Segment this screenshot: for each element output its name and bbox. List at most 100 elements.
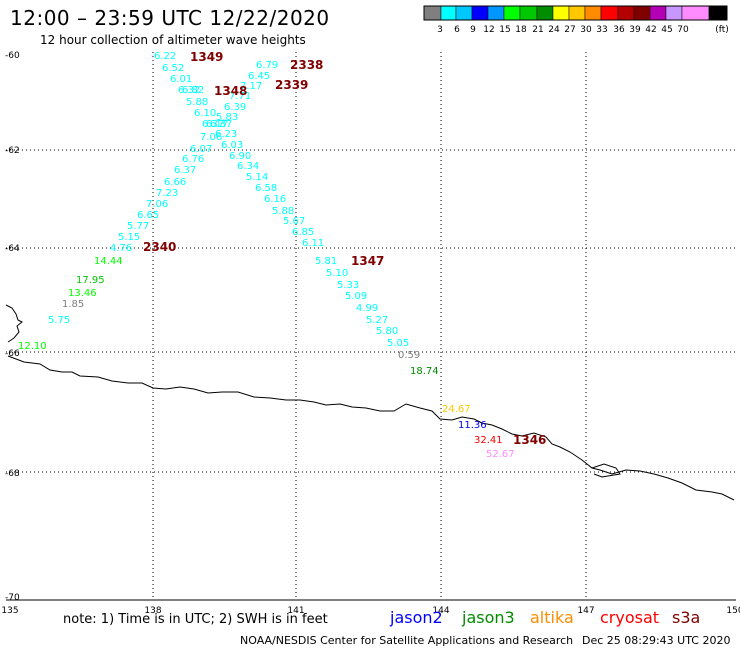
lat-label: -66 — [5, 349, 20, 359]
lon-label: 147 — [577, 606, 594, 616]
swh-observation: 6.52 — [162, 63, 184, 74]
lat-label: -68 — [5, 469, 20, 479]
swh-observation: 6.65 — [137, 210, 159, 221]
swh-observation: 7.23 — [156, 188, 178, 199]
swh-observation: 4.76 — [110, 243, 132, 254]
swh-observation: 7.06 — [200, 132, 222, 143]
swh-observation: 6.34 — [237, 161, 259, 172]
swh-observation: 7.06 — [146, 199, 168, 210]
swh-observation: 52.67 — [486, 449, 515, 460]
legend-swatch — [519, 5, 538, 21]
legend-label: 24 — [548, 25, 560, 35]
coastline-segment — [7, 355, 735, 501]
swh-observation: 7.17 — [240, 81, 262, 92]
swh-observation: 6.90 — [229, 151, 251, 162]
lat-label: -64 — [5, 244, 20, 254]
mission-label-jason3: jason3 — [462, 608, 515, 627]
swh-observation: 1.85 — [62, 299, 84, 310]
swh-observation: 5.75 — [48, 315, 70, 326]
legend-label: 12 — [483, 25, 494, 35]
swh-observation: 14.44 — [94, 256, 123, 267]
lon-label: 141 — [287, 606, 304, 616]
pass-time-labels: 1349 1348 2338 2339 2340 1347 1346 — [143, 50, 546, 447]
credit-line: NOAA/NESDIS Center for Satellite Applica… — [240, 634, 574, 647]
lat-label: -62 — [5, 146, 20, 156]
swh-observation: 6.66 — [164, 177, 186, 188]
mission-label-altika: altika — [530, 608, 574, 627]
swh-observation: 5.15 — [118, 232, 140, 243]
swh-observation: 11.36 — [458, 420, 487, 431]
swh-observation: 6.58 — [255, 183, 277, 194]
page-title: 12:00 – 23:59 UTC 12/22/2020 — [10, 6, 330, 30]
coastline-segment — [591, 463, 621, 478]
legend-swatch — [568, 5, 586, 21]
mission-label-jason2: jason2 — [390, 608, 443, 627]
swh-observation: 6.23 — [215, 129, 237, 140]
legend-label: 42 — [645, 25, 656, 35]
swh-observation: 4.99 — [356, 303, 378, 314]
footer-note: note: 1) Time is in UTC; 2) SWH is in fe… — [63, 612, 328, 627]
legend-label: 39 — [629, 25, 641, 35]
swh-observation: 6.17 — [206, 119, 228, 130]
legend-swatch — [681, 5, 710, 21]
coastline-segment — [5, 304, 23, 343]
swh-observation: 13.46 — [68, 288, 97, 299]
legend-label: 36 — [613, 25, 625, 35]
swh-observation: 5.09 — [345, 291, 367, 302]
lon-label: 144 — [432, 606, 449, 616]
legend-swatch — [423, 5, 442, 21]
legend-label: 6 — [454, 25, 460, 35]
legend-swatch — [487, 5, 505, 21]
pass-time-label: 1349 — [190, 50, 223, 64]
lon-labels: 135 138 141 144 147 150 — [1, 606, 740, 616]
legend-label: 15 — [499, 25, 510, 35]
swh-observation: 5.33 — [337, 280, 359, 291]
legend-swatch — [584, 5, 602, 21]
swh-observation: 17.95 — [76, 275, 105, 286]
swh-observation: 0.59 — [398, 350, 420, 361]
legend-border — [423, 5, 728, 21]
legend-label: 33 — [596, 25, 607, 35]
swh-observation: 5.05 — [387, 338, 409, 349]
lat-label: -70 — [5, 593, 20, 603]
generation-timestamp: Dec 25 08:29:43 UTC 2020 — [582, 634, 731, 647]
legend-label: 21 — [532, 25, 543, 35]
swh-observation: 18.74 — [410, 366, 439, 377]
swh-observation: 6.11 — [302, 238, 324, 249]
lon-label: 150 — [726, 606, 740, 616]
legend-label: 45 — [661, 25, 672, 35]
swh-observation: 6.22 — [154, 51, 176, 62]
lat-label: -60 — [5, 51, 20, 61]
legend-label: 70 — [677, 25, 689, 35]
swh-observation: 6.07 — [190, 144, 212, 155]
swh-observation: 6.03 — [221, 140, 243, 151]
mission-label-cryosat: cryosat — [600, 608, 660, 627]
lon-label: 138 — [144, 606, 161, 616]
legend-swatch — [552, 5, 570, 21]
swh-observation: 6.10 — [194, 108, 216, 119]
legend-label: (ft) — [715, 25, 729, 35]
legend-label: 3 — [437, 25, 443, 35]
swh-observation: 6.39 — [224, 102, 246, 113]
swh-observation: 6.85 — [292, 227, 314, 238]
pass-time-label: 2338 — [290, 58, 323, 72]
mission-label-s3a: s3a — [672, 608, 701, 627]
legend-swatch — [633, 5, 651, 21]
swh-observation: 6.32 — [178, 85, 200, 96]
wave-height-observations: 6.226.526.016.326.825.886.106.376.177.06… — [18, 51, 515, 460]
swh-observation: 5.83 — [216, 112, 238, 123]
coastline — [5, 304, 735, 501]
swh-observation: 6.82 — [182, 85, 204, 96]
legend-label: 27 — [564, 25, 575, 35]
legend-swatch — [471, 5, 489, 21]
swh-observation: 5.10 — [326, 268, 348, 279]
legend-swatch — [665, 5, 683, 21]
lon-label: 135 — [1, 606, 18, 616]
swh-observation: 6.45 — [248, 71, 270, 82]
pass-time-label: 2339 — [275, 78, 308, 92]
pass-time-label: 1347 — [351, 254, 384, 268]
legend-swatch — [440, 5, 457, 21]
swh-observation: 32.41 — [474, 435, 503, 446]
pass-time-label: 1346 — [513, 433, 546, 447]
swh-observation: 12.10 — [18, 341, 47, 352]
